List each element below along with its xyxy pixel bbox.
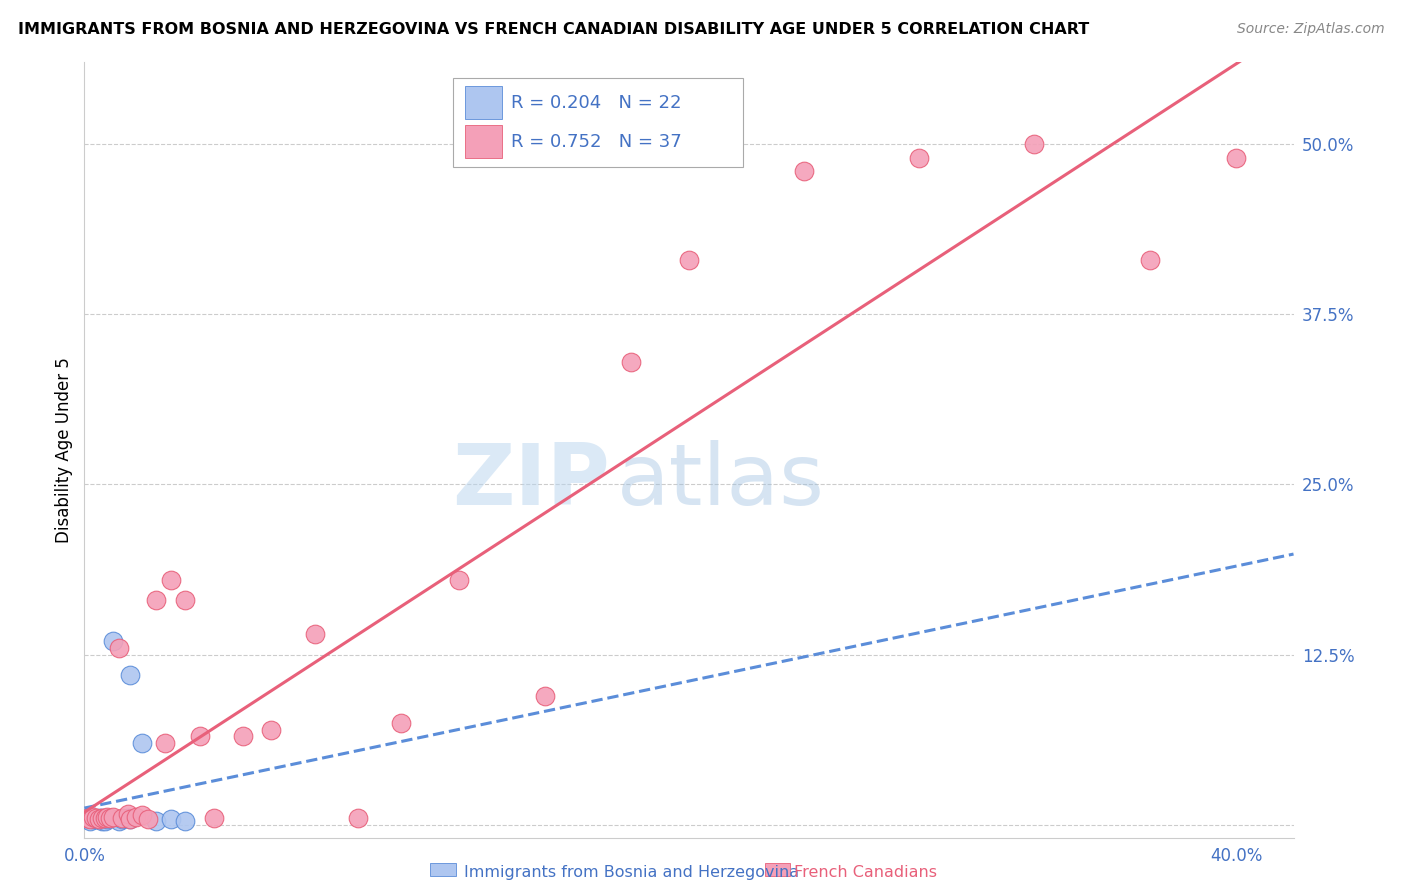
Point bbox=[678, 252, 700, 267]
Point bbox=[87, 811, 110, 825]
Point bbox=[111, 813, 134, 827]
Point bbox=[87, 813, 110, 827]
Point bbox=[90, 814, 112, 828]
Point bbox=[76, 811, 98, 825]
Point bbox=[120, 668, 142, 682]
Point bbox=[145, 814, 167, 828]
Point bbox=[1139, 252, 1161, 267]
Point bbox=[101, 634, 124, 648]
Text: R = 0.204   N = 22: R = 0.204 N = 22 bbox=[512, 94, 682, 112]
Point bbox=[202, 811, 225, 825]
Point bbox=[125, 810, 148, 824]
Point bbox=[96, 813, 118, 827]
Point bbox=[153, 736, 176, 750]
Point bbox=[117, 811, 139, 825]
Point bbox=[620, 355, 643, 369]
Point bbox=[76, 813, 98, 827]
Point bbox=[79, 814, 101, 828]
Point bbox=[120, 813, 142, 827]
Point bbox=[174, 814, 197, 828]
Text: Source: ZipAtlas.com: Source: ZipAtlas.com bbox=[1237, 22, 1385, 37]
Point bbox=[145, 593, 167, 607]
Point bbox=[96, 810, 118, 824]
Point bbox=[108, 814, 131, 828]
Text: Immigrants from Bosnia and Herzegovina: Immigrants from Bosnia and Herzegovina bbox=[464, 865, 799, 880]
FancyBboxPatch shape bbox=[465, 87, 502, 120]
Bar bbox=[765, 863, 790, 876]
Point bbox=[131, 808, 153, 822]
Point bbox=[304, 627, 326, 641]
Point bbox=[793, 164, 815, 178]
Point bbox=[347, 811, 370, 825]
Point bbox=[82, 811, 104, 825]
FancyBboxPatch shape bbox=[465, 125, 502, 158]
Point bbox=[79, 811, 101, 825]
Point bbox=[93, 811, 115, 825]
Point bbox=[159, 573, 181, 587]
Text: IMMIGRANTS FROM BOSNIA AND HERZEGOVINA VS FRENCH CANADIAN DISABILITY AGE UNDER 5: IMMIGRANTS FROM BOSNIA AND HERZEGOVINA V… bbox=[18, 22, 1090, 37]
Point bbox=[447, 573, 470, 587]
Point bbox=[188, 730, 211, 744]
Point bbox=[131, 736, 153, 750]
Point bbox=[82, 813, 104, 827]
Point bbox=[79, 813, 101, 827]
Point bbox=[84, 813, 107, 827]
Y-axis label: Disability Age Under 5: Disability Age Under 5 bbox=[55, 358, 73, 543]
Point bbox=[93, 814, 115, 828]
Point bbox=[1225, 151, 1247, 165]
Point bbox=[260, 723, 283, 737]
Point bbox=[111, 811, 134, 825]
Point bbox=[101, 810, 124, 824]
Point bbox=[90, 811, 112, 825]
FancyBboxPatch shape bbox=[453, 78, 744, 167]
Point bbox=[90, 811, 112, 825]
Point bbox=[232, 730, 254, 744]
Point bbox=[120, 813, 142, 827]
Point bbox=[98, 811, 121, 825]
Text: ZIP: ZIP bbox=[453, 440, 610, 523]
Point bbox=[87, 813, 110, 827]
Point bbox=[82, 810, 104, 824]
Point bbox=[1024, 137, 1046, 152]
Point bbox=[534, 689, 557, 703]
Text: atlas: atlas bbox=[616, 440, 824, 523]
Text: R = 0.752   N = 37: R = 0.752 N = 37 bbox=[512, 133, 682, 151]
Point bbox=[908, 151, 931, 165]
Point bbox=[159, 813, 181, 827]
Point bbox=[136, 813, 159, 827]
Point bbox=[174, 593, 197, 607]
Point bbox=[84, 811, 107, 825]
Point bbox=[117, 807, 139, 822]
Point bbox=[108, 640, 131, 655]
Text: French Canadians: French Canadians bbox=[794, 865, 938, 880]
Point bbox=[389, 715, 412, 730]
Bar bbox=[430, 863, 456, 876]
